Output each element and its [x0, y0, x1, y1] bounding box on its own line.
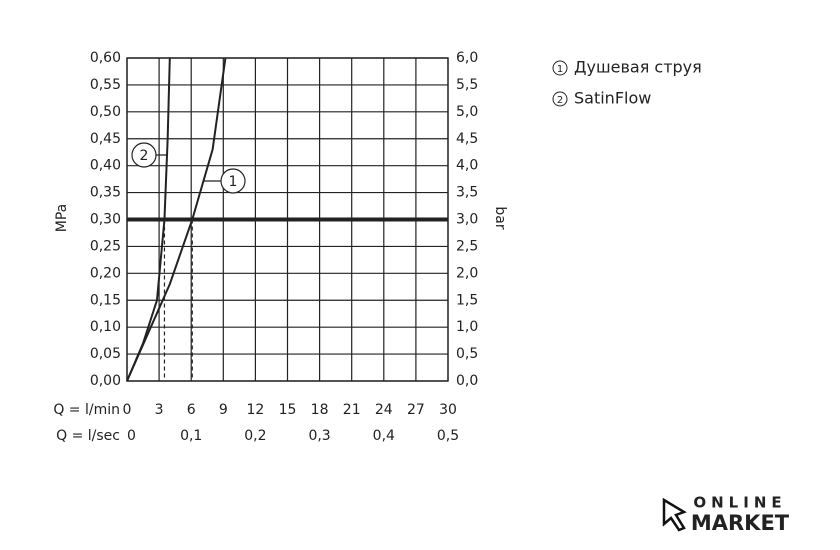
label-circle: [131, 142, 157, 168]
y-tick-label: 0,35: [90, 185, 121, 201]
legend-circle: [552, 91, 568, 107]
x-tick-label: 24: [375, 402, 393, 418]
x-tick-label: 30: [439, 402, 457, 418]
x2-tick-label: 0,2: [244, 428, 266, 444]
label-circle: [220, 168, 246, 194]
x-tick-label: 15: [279, 402, 297, 418]
series-line: [126, 57, 171, 382]
y2-tick-label: 2,0: [456, 265, 478, 281]
y2-tick-label: 6,0: [456, 50, 478, 66]
y2-tick-label: 4,0: [456, 158, 478, 174]
y2-tick-label: 1,0: [456, 319, 478, 335]
legend-circle: [552, 60, 568, 76]
x-tick-label: 3: [155, 402, 164, 418]
curve-label: 2: [140, 148, 149, 164]
y2-axis-label: bar: [492, 206, 508, 229]
y2-tick-label: 4,5: [456, 131, 478, 147]
x2-tick-label: 0: [127, 428, 136, 444]
y-tick-label: 0,10: [90, 319, 121, 335]
y-tick-label: 0,25: [90, 238, 121, 254]
y-tick-label: 0,50: [90, 104, 121, 120]
x2-tick-label: 0,5: [437, 428, 459, 444]
watermark-icon: [662, 497, 687, 532]
x-axis-label: Q = l/min: [53, 402, 120, 418]
y2-tick-label: 0,0: [456, 373, 478, 389]
y-axis-label: MPa: [54, 204, 70, 232]
legend-number: 2: [557, 95, 563, 106]
y2-tick-label: 1,5: [456, 292, 478, 308]
curve-label: 1: [229, 174, 238, 190]
x-tick-label: 12: [246, 402, 264, 418]
plot-frame: [126, 57, 449, 382]
legend-number: 1: [557, 64, 563, 75]
y-tick-label: 0,40: [90, 158, 121, 174]
x-tick-label: 9: [219, 402, 228, 418]
legend-label: SatinFlow: [574, 89, 651, 108]
x-tick-label: 6: [187, 402, 196, 418]
y2-tick-label: 0,5: [456, 346, 478, 362]
x-tick-label: 0: [123, 402, 132, 418]
y2-tick-label: 3,0: [456, 212, 478, 228]
y2-tick-label: 5,0: [456, 104, 478, 120]
watermark: ONLINE MARKET: [662, 494, 790, 535]
x2-tick-label: 0,1: [180, 428, 202, 444]
y2-tick-label: 5,5: [456, 77, 478, 93]
y-tick-label: 0,00: [90, 373, 121, 389]
y-tick-label: 0,60: [90, 50, 121, 66]
x-tick-label: 27: [407, 402, 425, 418]
y-tick-label: 0,20: [90, 265, 121, 281]
x2-tick-label: 0,4: [373, 428, 395, 444]
y2-tick-label: 3,5: [456, 185, 478, 201]
watermark-line1: ONLINE: [693, 494, 786, 512]
y-tick-label: 0,55: [90, 77, 121, 93]
x-tick-label: 18: [311, 402, 329, 418]
y-tick-label: 0,05: [90, 346, 121, 362]
watermark-line2: MARKET: [691, 511, 790, 535]
y-tick-label: 0,15: [90, 292, 121, 308]
y2-tick-label: 2,5: [456, 238, 478, 254]
legend-label: Душевая струя: [574, 58, 702, 77]
y-tick-label: 0,30: [90, 212, 121, 228]
x2-tick-label: 0,3: [308, 428, 330, 444]
y-tick-label: 0,45: [90, 131, 121, 147]
x2-axis-label: Q = l/sec: [56, 428, 120, 444]
x-tick-label: 21: [343, 402, 361, 418]
